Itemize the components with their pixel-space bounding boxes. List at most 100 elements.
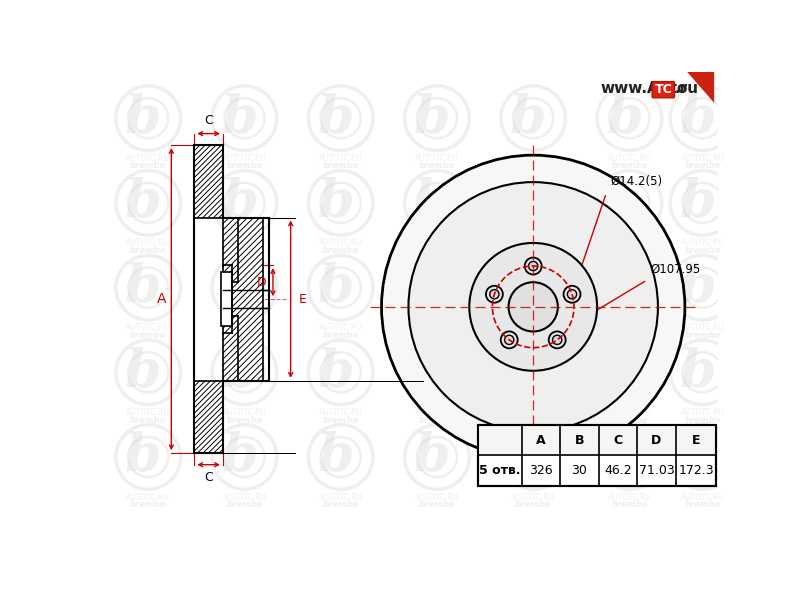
Text: brembo: brembo xyxy=(130,161,166,170)
Text: 46.2: 46.2 xyxy=(604,464,632,478)
Text: b: b xyxy=(510,262,546,313)
Text: brembo: brembo xyxy=(515,500,551,509)
Text: brembo: brembo xyxy=(515,416,551,425)
Text: b: b xyxy=(414,431,450,482)
Text: E: E xyxy=(692,434,700,446)
Text: brembo: brembo xyxy=(611,161,647,170)
Circle shape xyxy=(549,331,566,349)
Text: brembo: brembo xyxy=(685,331,721,340)
Text: b: b xyxy=(679,178,716,229)
Text: brembo: brembo xyxy=(685,500,721,509)
Text: b: b xyxy=(222,347,258,398)
Text: brembo: brembo xyxy=(130,500,166,509)
Text: b: b xyxy=(222,92,258,143)
Text: AUTOTC.RU: AUTOTC.RU xyxy=(222,493,266,502)
Text: b: b xyxy=(679,262,716,313)
Text: brembo: brembo xyxy=(130,246,166,255)
Circle shape xyxy=(501,331,518,349)
Text: AUTOTC.RU: AUTOTC.RU xyxy=(126,323,170,332)
Text: AUTOTC.RU: AUTOTC.RU xyxy=(681,408,725,417)
Text: b: b xyxy=(606,92,643,143)
Text: b: b xyxy=(414,262,450,313)
Text: Ø107.95: Ø107.95 xyxy=(650,263,701,276)
Text: brembo: brembo xyxy=(611,331,647,340)
Text: AUTOTC.RU: AUTOTC.RU xyxy=(607,323,651,332)
Text: b: b xyxy=(222,178,258,229)
Text: brembo: brembo xyxy=(685,246,721,255)
Text: A: A xyxy=(158,292,167,306)
Text: 172.3: 172.3 xyxy=(678,464,714,478)
Circle shape xyxy=(382,155,685,458)
Circle shape xyxy=(529,262,538,271)
Bar xyxy=(223,218,263,381)
Text: b: b xyxy=(125,262,162,313)
Text: AUTOTC.RU: AUTOTC.RU xyxy=(222,323,266,332)
Text: b: b xyxy=(125,178,162,229)
Bar xyxy=(194,381,223,453)
Circle shape xyxy=(509,282,558,331)
Text: brembo: brembo xyxy=(419,500,455,509)
Text: b: b xyxy=(679,431,716,482)
Text: B: B xyxy=(574,434,584,446)
Text: AUTOTC.RU: AUTOTC.RU xyxy=(318,408,362,417)
Text: AUTOTC.RU: AUTOTC.RU xyxy=(511,408,555,417)
Text: AUTOTC.RU: AUTOTC.RU xyxy=(607,238,651,247)
Text: brembo: brembo xyxy=(685,416,721,425)
Bar xyxy=(194,145,223,218)
Circle shape xyxy=(409,182,658,431)
Circle shape xyxy=(470,243,597,371)
Text: brembo: brembo xyxy=(226,246,262,255)
Text: b: b xyxy=(125,92,162,143)
Text: D: D xyxy=(257,276,266,289)
Text: brembo: brembo xyxy=(130,416,166,425)
Text: b: b xyxy=(679,347,716,398)
Text: C: C xyxy=(614,434,622,446)
Text: brembo: brembo xyxy=(611,500,647,509)
Text: brembo: brembo xyxy=(130,331,166,340)
Text: D: D xyxy=(651,434,662,446)
Text: b: b xyxy=(414,178,450,229)
Text: AUTOTC.RU: AUTOTC.RU xyxy=(318,323,362,332)
Text: brembo: brembo xyxy=(322,161,359,170)
Text: AUTOTC.RU: AUTOTC.RU xyxy=(318,238,362,247)
Text: brembo: brembo xyxy=(685,161,721,170)
Text: b: b xyxy=(318,347,354,398)
Text: brembo: brembo xyxy=(611,246,647,255)
Text: brembo: brembo xyxy=(322,246,359,255)
Text: b: b xyxy=(414,92,450,143)
Text: AUTOTC.RU: AUTOTC.RU xyxy=(415,408,459,417)
Text: b: b xyxy=(318,431,354,482)
Text: A: A xyxy=(536,434,546,446)
Circle shape xyxy=(505,335,514,344)
Text: AUTOTC.RU: AUTOTC.RU xyxy=(415,154,459,163)
Text: Ø14.2(5): Ø14.2(5) xyxy=(610,175,662,187)
Text: b: b xyxy=(510,92,546,143)
Text: brembo: brembo xyxy=(226,331,262,340)
Text: brembo: brembo xyxy=(419,331,455,340)
Text: C: C xyxy=(204,115,213,127)
Text: AUTOTC.RU: AUTOTC.RU xyxy=(511,238,555,247)
Text: AUTOTC.RU: AUTOTC.RU xyxy=(126,238,170,247)
Text: www.Auto: www.Auto xyxy=(601,82,688,97)
Text: AUTOTC.RU: AUTOTC.RU xyxy=(607,493,651,502)
Text: brembo: brembo xyxy=(515,161,551,170)
Polygon shape xyxy=(687,72,714,103)
Text: AUTOTC.RU: AUTOTC.RU xyxy=(511,493,555,502)
Bar xyxy=(478,425,717,455)
Circle shape xyxy=(567,290,577,299)
Text: brembo: brembo xyxy=(226,161,262,170)
Text: AUTOTC.RU: AUTOTC.RU xyxy=(222,408,266,417)
Text: b: b xyxy=(679,92,716,143)
Text: AUTOTC.RU: AUTOTC.RU xyxy=(318,154,362,163)
Text: AUTOTC.RU: AUTOTC.RU xyxy=(607,154,651,163)
Text: b: b xyxy=(318,262,354,313)
Text: brembo: brembo xyxy=(226,416,262,425)
Text: b: b xyxy=(606,347,643,398)
Text: 30: 30 xyxy=(571,464,587,478)
Text: b: b xyxy=(222,431,258,482)
Text: b: b xyxy=(510,347,546,398)
Text: brembo: brembo xyxy=(515,331,551,340)
Text: brembo: brembo xyxy=(419,161,455,170)
Text: brembo: brembo xyxy=(419,246,455,255)
Text: brembo: brembo xyxy=(322,331,359,340)
